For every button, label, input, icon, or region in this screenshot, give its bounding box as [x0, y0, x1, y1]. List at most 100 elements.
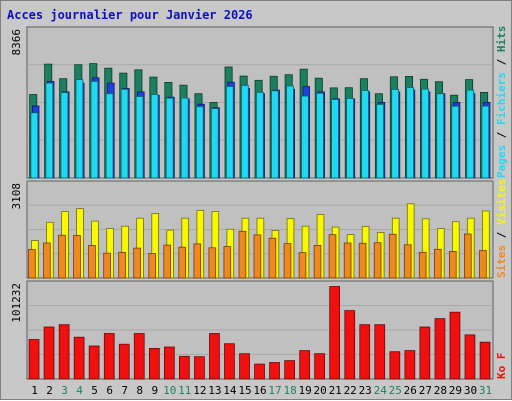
bar-ko-f-day-7	[118, 343, 130, 380]
bar-pages-day-27	[421, 88, 430, 179]
bar-pages-day-31	[481, 105, 490, 179]
bar-pages-day-30	[466, 89, 475, 179]
bar-pages-day-1	[30, 112, 39, 179]
x-tick-label-day-30: 30	[464, 384, 477, 397]
x-tick-label-day-2: 2	[46, 384, 53, 397]
bar-pages-day-21	[331, 99, 339, 179]
bar-ko-f-day-20	[314, 353, 326, 380]
bar-ko-f-day-21	[329, 286, 341, 380]
bar-sites-day-22	[343, 242, 352, 279]
x-tick-label-day-4: 4	[76, 384, 83, 397]
bar-ko-f-day-31	[479, 341, 491, 380]
bar-ko-f-day-6	[103, 333, 115, 380]
bar-sites-day-5	[88, 244, 96, 279]
bar-pages-day-28	[436, 93, 445, 179]
y-max-label-visits: 3108	[10, 183, 23, 210]
legend-item-pages: Pages	[495, 145, 508, 178]
bar-pages-day-11	[180, 97, 189, 179]
bar-pages-day-29	[451, 105, 460, 179]
bar-ko-f-day-27	[419, 326, 431, 380]
x-tick-label-day-21: 21	[329, 384, 342, 397]
bar-sites-day-6	[103, 252, 111, 279]
legend-item-visites: Visites	[495, 179, 508, 225]
x-tick-label-day-26: 26	[404, 384, 417, 397]
bar-pages-day-18	[286, 85, 294, 179]
bar-ko-f-day-16	[254, 363, 265, 380]
x-tick-label-day-11: 11	[178, 384, 191, 397]
legend-separator: /	[495, 52, 508, 72]
bar-ko-f-day-12	[194, 356, 205, 380]
bar-ko-f-day-18	[284, 360, 296, 380]
x-tick-label-day-27: 27	[419, 384, 432, 397]
legend-hits: Pages / Fichiers / Hits	[495, 26, 508, 178]
bar-sites-day-24	[373, 242, 382, 279]
bar-sites-day-30	[463, 233, 472, 279]
x-tick-label-day-1: 1	[31, 384, 38, 397]
bar-ko-f-day-26	[404, 350, 416, 380]
bar-sites-day-1	[28, 249, 36, 279]
bar-sites-day-20	[313, 244, 322, 279]
bar-sites-day-28	[433, 248, 442, 279]
bar-pages-day-13	[210, 108, 219, 179]
legend-separator: /	[495, 225, 508, 245]
bar-ko-f-day-22	[344, 310, 356, 380]
x-tick-label-day-10: 10	[163, 384, 176, 397]
bar-ko-f-day-28	[434, 318, 446, 380]
x-tick-label-day-17: 17	[268, 384, 281, 397]
legend-item-hits: Hits	[495, 26, 508, 53]
bar-sites-day-11	[178, 246, 187, 279]
bar-ko-f-day-3	[58, 324, 70, 380]
bar-sites-day-10	[163, 244, 172, 279]
bar-sites-day-2	[43, 242, 51, 279]
x-tick-label-day-8: 8	[136, 384, 143, 397]
bar-ko-f-day-17	[269, 362, 280, 380]
bar-sites-day-3	[58, 234, 66, 279]
bar-pages-day-17	[270, 90, 279, 179]
bar-sites-day-29	[448, 250, 457, 279]
bar-sites-day-21	[328, 234, 337, 279]
bar-sites-day-23	[358, 242, 367, 279]
bar-ko-f-day-29	[449, 311, 461, 380]
bar-ko-f-day-15	[239, 353, 250, 380]
bar-sites-day-8	[133, 247, 141, 279]
bar-sites-day-12	[193, 243, 202, 279]
x-tick-label-day-13: 13	[208, 384, 221, 397]
bar-ko-f-day-4	[73, 336, 85, 380]
bar-sites-day-16	[253, 234, 262, 279]
bar-sites-day-7	[118, 251, 126, 279]
x-tick-label-day-24: 24	[374, 384, 388, 397]
y-max-label-hits: 8366	[10, 29, 23, 56]
bar-pages-day-26	[406, 87, 415, 179]
bar-pages-day-2	[45, 82, 54, 179]
bar-sites-day-27	[418, 251, 427, 279]
x-tick-label-day-5: 5	[91, 384, 98, 397]
bar-sites-day-9	[148, 253, 157, 279]
x-tick-label-day-20: 20	[313, 384, 326, 397]
bar-pages-day-9	[150, 94, 159, 179]
x-tick-label-day-29: 29	[449, 384, 462, 397]
x-tick-label-day-12: 12	[193, 384, 206, 397]
bar-ko-f-day-14	[224, 343, 235, 380]
bar-pages-day-6	[105, 93, 114, 179]
bar-sites-day-14	[223, 246, 232, 279]
bar-pages-day-8	[135, 96, 144, 179]
legend-separator: /	[495, 125, 508, 145]
bar-ko-f-day-5	[88, 345, 100, 380]
x-tick-label-day-15: 15	[238, 384, 251, 397]
bar-pages-day-15	[240, 85, 249, 179]
bar-ko-f-day-1	[28, 339, 40, 380]
x-tick-label-day-23: 23	[359, 384, 372, 397]
bar-pages-day-14	[225, 86, 234, 179]
bar-sites-day-18	[283, 243, 292, 279]
bar-sites-day-4	[73, 235, 81, 279]
x-tick-label-day-14: 14	[223, 384, 237, 397]
x-tick-label-day-22: 22	[344, 384, 357, 397]
x-tick-label-day-6: 6	[106, 384, 113, 397]
legend-item-sites: Sites	[495, 245, 508, 278]
bar-sites-day-25	[388, 233, 397, 279]
x-tick-label-day-31: 31	[479, 384, 492, 397]
bar-pages-day-4	[75, 79, 84, 179]
bar-sites-day-17	[268, 237, 277, 279]
